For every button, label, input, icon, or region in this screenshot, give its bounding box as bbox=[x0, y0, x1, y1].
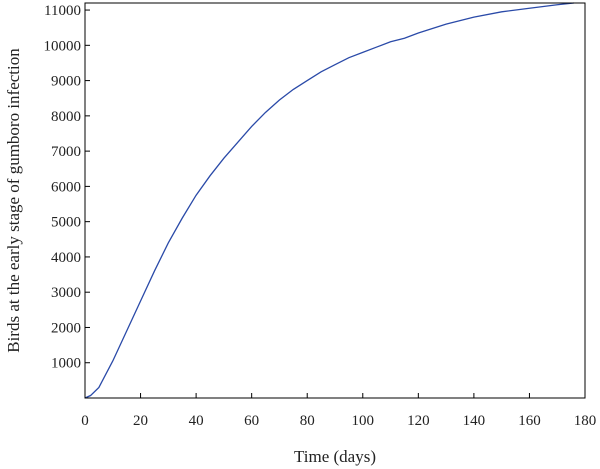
x-tick-label: 80 bbox=[300, 413, 315, 429]
x-tick-label: 140 bbox=[463, 413, 486, 429]
y-tick-label: 2000 bbox=[51, 320, 81, 336]
x-tick-label: 180 bbox=[574, 413, 597, 429]
y-tick-label: 10000 bbox=[44, 38, 82, 54]
x-tick-label: 60 bbox=[244, 413, 259, 429]
y-tick-label: 11000 bbox=[44, 3, 81, 19]
series-line bbox=[84, 2, 574, 399]
plot-frame bbox=[84, 2, 586, 399]
y-tick-label: 1000 bbox=[51, 356, 81, 372]
y-tick-label: 7000 bbox=[51, 144, 81, 160]
x-axis-title: Time (days) bbox=[294, 447, 376, 466]
y-axis-ticks: 1000 2000 3000 4000 5000 6000 7000 8000 9000 1000… bbox=[44, 3, 90, 372]
y-tick-label: 9000 bbox=[51, 74, 81, 90]
y-tick-label: 5000 bbox=[51, 215, 81, 231]
x-tick-label: 20 bbox=[133, 413, 148, 429]
x-tick-label: 100 bbox=[352, 413, 375, 429]
y-tick-label: 6000 bbox=[51, 179, 81, 195]
y-axis-title: Birds at the early stage of gumboro infe… bbox=[4, 48, 23, 353]
x-tick-label: 160 bbox=[518, 413, 541, 429]
y-tick-label: 8000 bbox=[51, 109, 81, 125]
y-tick-label: 3000 bbox=[51, 285, 81, 301]
y-tick-label: 4000 bbox=[51, 250, 81, 266]
x-tick-label: 120 bbox=[407, 413, 430, 429]
x-tick-label: 40 bbox=[189, 413, 204, 429]
x-tick-label: 0 bbox=[81, 413, 89, 429]
